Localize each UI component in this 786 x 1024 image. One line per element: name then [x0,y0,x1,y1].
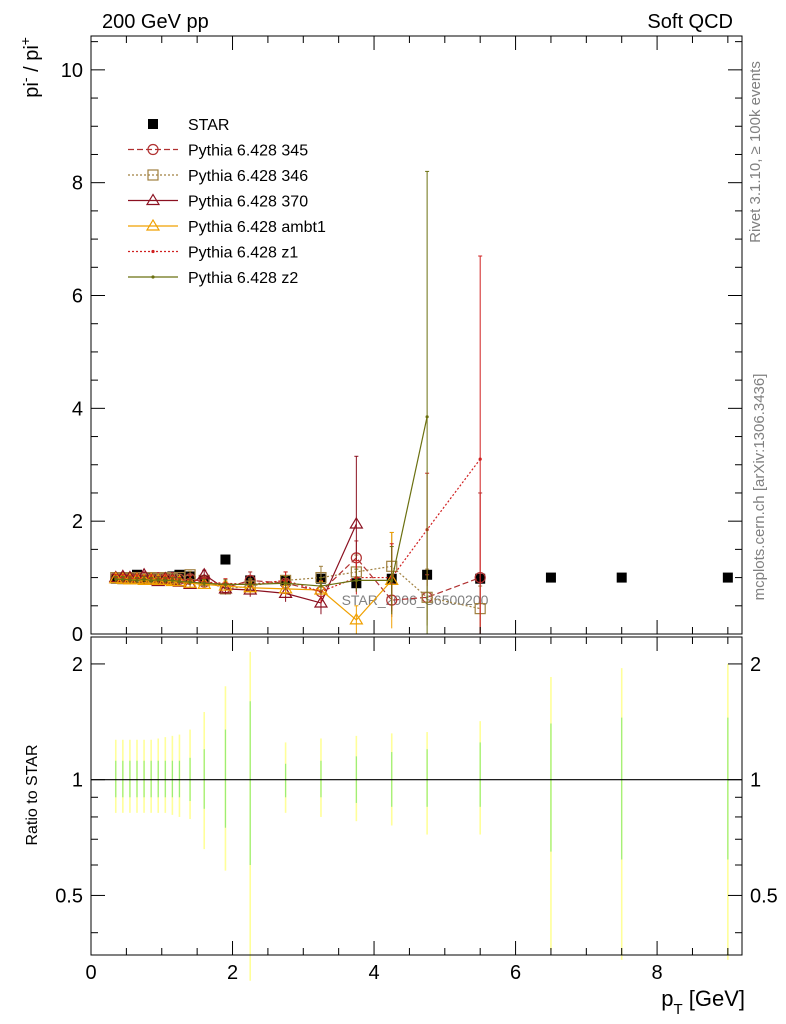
legend-marker [147,143,159,156]
data-point [545,572,556,583]
ratio-bands [91,651,742,981]
side-label-bottom: mcplots.cern.ch [arXiv:1306.3436] [751,374,768,601]
data-point [478,457,482,461]
ratio-y-tick-label-right: 2 [750,654,761,676]
data-point [135,578,139,583]
side-label-top: Rivet 3.1.10, ≥ 100k events [747,61,764,243]
legend-label: STAR [188,117,229,134]
data-point [188,580,192,584]
legend-marker [148,119,158,129]
x-tick-label: 0 [85,962,96,984]
data-point [425,415,429,419]
ratio-frame [90,636,743,956]
ratio-y-tick-label-right: 0.5 [750,885,778,907]
y-tick-label: 2 [72,511,83,533]
ratio-y-tick-label: 1 [72,770,83,792]
data-point [202,581,206,585]
x-tick-label: 2 [227,962,238,984]
y-tick-label: 6 [72,286,83,308]
data-point [218,581,233,594]
x-axis-label: pT [GeV] [661,986,745,1018]
data-point [390,578,394,583]
legend-marker [151,249,155,254]
data-point [114,577,118,581]
x-tick-label: 4 [368,962,379,984]
legend-label: Pythia 6.428 346 [188,168,308,185]
ratio-y-axis-label: Ratio to STAR [24,744,41,845]
ratio-y-tick-label: 2 [72,654,83,676]
legend-marker [145,218,161,231]
series-line [115,458,481,593]
data-point [248,582,252,586]
header-right: Soft QCD [647,11,733,33]
x-tick-label: 8 [652,962,663,984]
data-point [349,612,364,625]
ratio-y-tick-label: 0.5 [55,885,83,907]
series-pythia-6-428-345 [110,492,486,634]
y-tick-label: 0 [72,624,83,646]
data-point [283,581,288,585]
ratio-y-tick-label-right: 1 [750,770,761,792]
legend-marker [151,275,155,279]
legend: STAR Pythia 6.428 345 Pythia 6.428 346 Pyth… [128,117,326,287]
data-point [170,578,174,583]
header-left: 200 GeV pp [102,11,209,33]
data-point [128,578,132,582]
data-point [177,579,182,584]
data-point [220,554,231,565]
data-point [115,572,130,584]
data-point [319,584,323,588]
data-point [149,578,153,583]
legend-entry: Pythia 6.428 z1 [128,245,298,262]
data-point [158,573,173,586]
data-point [313,595,329,608]
legend-entry: Pythia 6.428 z2 [128,270,298,287]
x-tick-label: 6 [510,962,521,984]
main-frame [90,35,743,635]
data-point [156,578,160,582]
y-axis-label: pi- / pi+ [17,37,43,98]
data-point [151,573,166,586]
data-point [722,572,733,583]
legend-entry: STAR [148,117,229,134]
data-point [243,580,258,593]
y-tick-label: 8 [72,173,83,195]
legend-label: Pythia 6.428 z1 [188,245,298,262]
data-point [223,582,228,586]
y-tick-label: 4 [72,398,83,420]
data-point [121,577,125,581]
data-point [278,581,293,594]
data-point [218,578,233,591]
data-point [616,572,627,583]
legend-entry: Pythia 6.428 ambt1 [128,218,326,236]
legend-label: Pythia 6.428 z2 [188,270,298,287]
axes: 0 2 4 6 8 0 2 4 6 8 10 0.5 0.5 1 1 2 2 [55,35,778,984]
legend-entry: Pythia 6.428 370 [128,193,308,211]
data-point [142,577,146,581]
series-pythia-6-428-346 [110,531,486,632]
data-point [163,578,167,583]
series-pythia-6-428-z2 [113,170,430,634]
main-series [108,170,733,634]
legend-label: Pythia 6.428 345 [188,143,308,160]
legend-entry: Pythia 6.428 345 [128,143,308,160]
data-point [243,582,258,595]
legend-marker [145,193,161,206]
data-point [108,571,123,584]
legend-marker [147,169,159,181]
legend-label: Pythia 6.428 370 [188,194,308,211]
legend-label: Pythia 6.428 ambt1 [188,219,326,236]
data-point [354,578,358,583]
legend-entry: Pythia 6.428 346 [128,168,308,185]
series-line [115,416,428,587]
y-tick-label: 10 [61,60,83,82]
data-point [349,516,364,529]
